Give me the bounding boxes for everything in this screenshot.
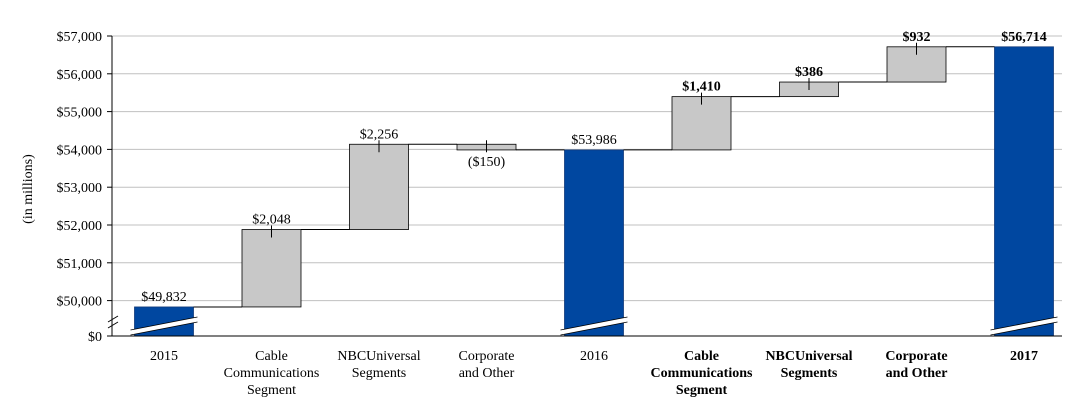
delta-bar [671,96,732,151]
bar-break-edge [990,316,1058,331]
total-bar [564,149,624,337]
category-label: NBCUniversal [337,349,420,364]
category-label: Segment [676,383,728,398]
category-label: and Other [886,366,948,381]
category-label: Cable [684,349,719,364]
y-tick-label: $57,000 [57,30,103,45]
data-label: $386 [795,65,823,80]
delta-bar [241,229,302,308]
category-label: NBCUniversal [765,349,852,364]
connectors [193,46,995,308]
category-label: Communications [651,366,753,381]
data-label: $2,256 [360,127,399,142]
bars [130,42,1058,337]
category-label: Cable [255,349,288,364]
bar-break-mark [990,317,1058,335]
category-label: Segments [352,366,406,381]
category-label: 2017 [1010,349,1038,364]
y-axis-label: (in millions) [21,154,36,224]
data-label: $2,048 [252,213,291,228]
category-label: Segments [781,366,838,381]
category-label: Segment [247,383,296,398]
data-label: $56,714 [1001,30,1047,45]
y-tick-label: $56,000 [57,68,103,83]
bar-break-edge [990,321,1058,336]
bar-break-edge [130,321,198,336]
delta-bar [349,143,409,230]
y-tick-labels: $0 $50,000 $51,000 $52,000 $53,000 $54,000 $55… [57,30,103,345]
y-tick-label: $54,000 [57,143,103,158]
category-label: 2016 [580,349,608,364]
bar-break-mark [130,317,198,335]
data-label: $1,410 [682,80,721,95]
axes [107,35,1062,337]
y-tick-label: $0 [88,330,102,345]
y-tick-label: $50,000 [57,295,103,310]
category-label: Communications [224,366,320,381]
data-label: $53,986 [571,133,617,148]
category-label: 2015 [150,349,178,364]
category-labels: 2015 Cable Communications Segment NBCUnivers… [150,349,1038,398]
category-label: Corporate [885,349,947,364]
data-labels: $49,832 $2,048 $2,256 ($150) $53,986 $1,410 $3… [141,30,1047,305]
data-label: $932 [903,30,931,45]
axis-break-mark [107,315,119,323]
category-label: and Other [459,366,515,381]
y-tick-label: $53,000 [57,181,103,196]
data-label: ($150) [468,155,506,170]
y-tick-label: $52,000 [57,219,103,234]
category-label: Corporate [459,349,515,364]
bar-break-edge [560,321,628,336]
y-tick-label: $51,000 [57,257,103,272]
axis-break-mark [107,321,119,329]
total-bar [994,46,1054,337]
bar-break-edge [560,316,628,331]
data-label: $49,832 [141,290,187,305]
bar-break-mark [560,317,628,335]
y-tick-label: $55,000 [57,106,103,121]
bar-break-edge [130,316,198,331]
